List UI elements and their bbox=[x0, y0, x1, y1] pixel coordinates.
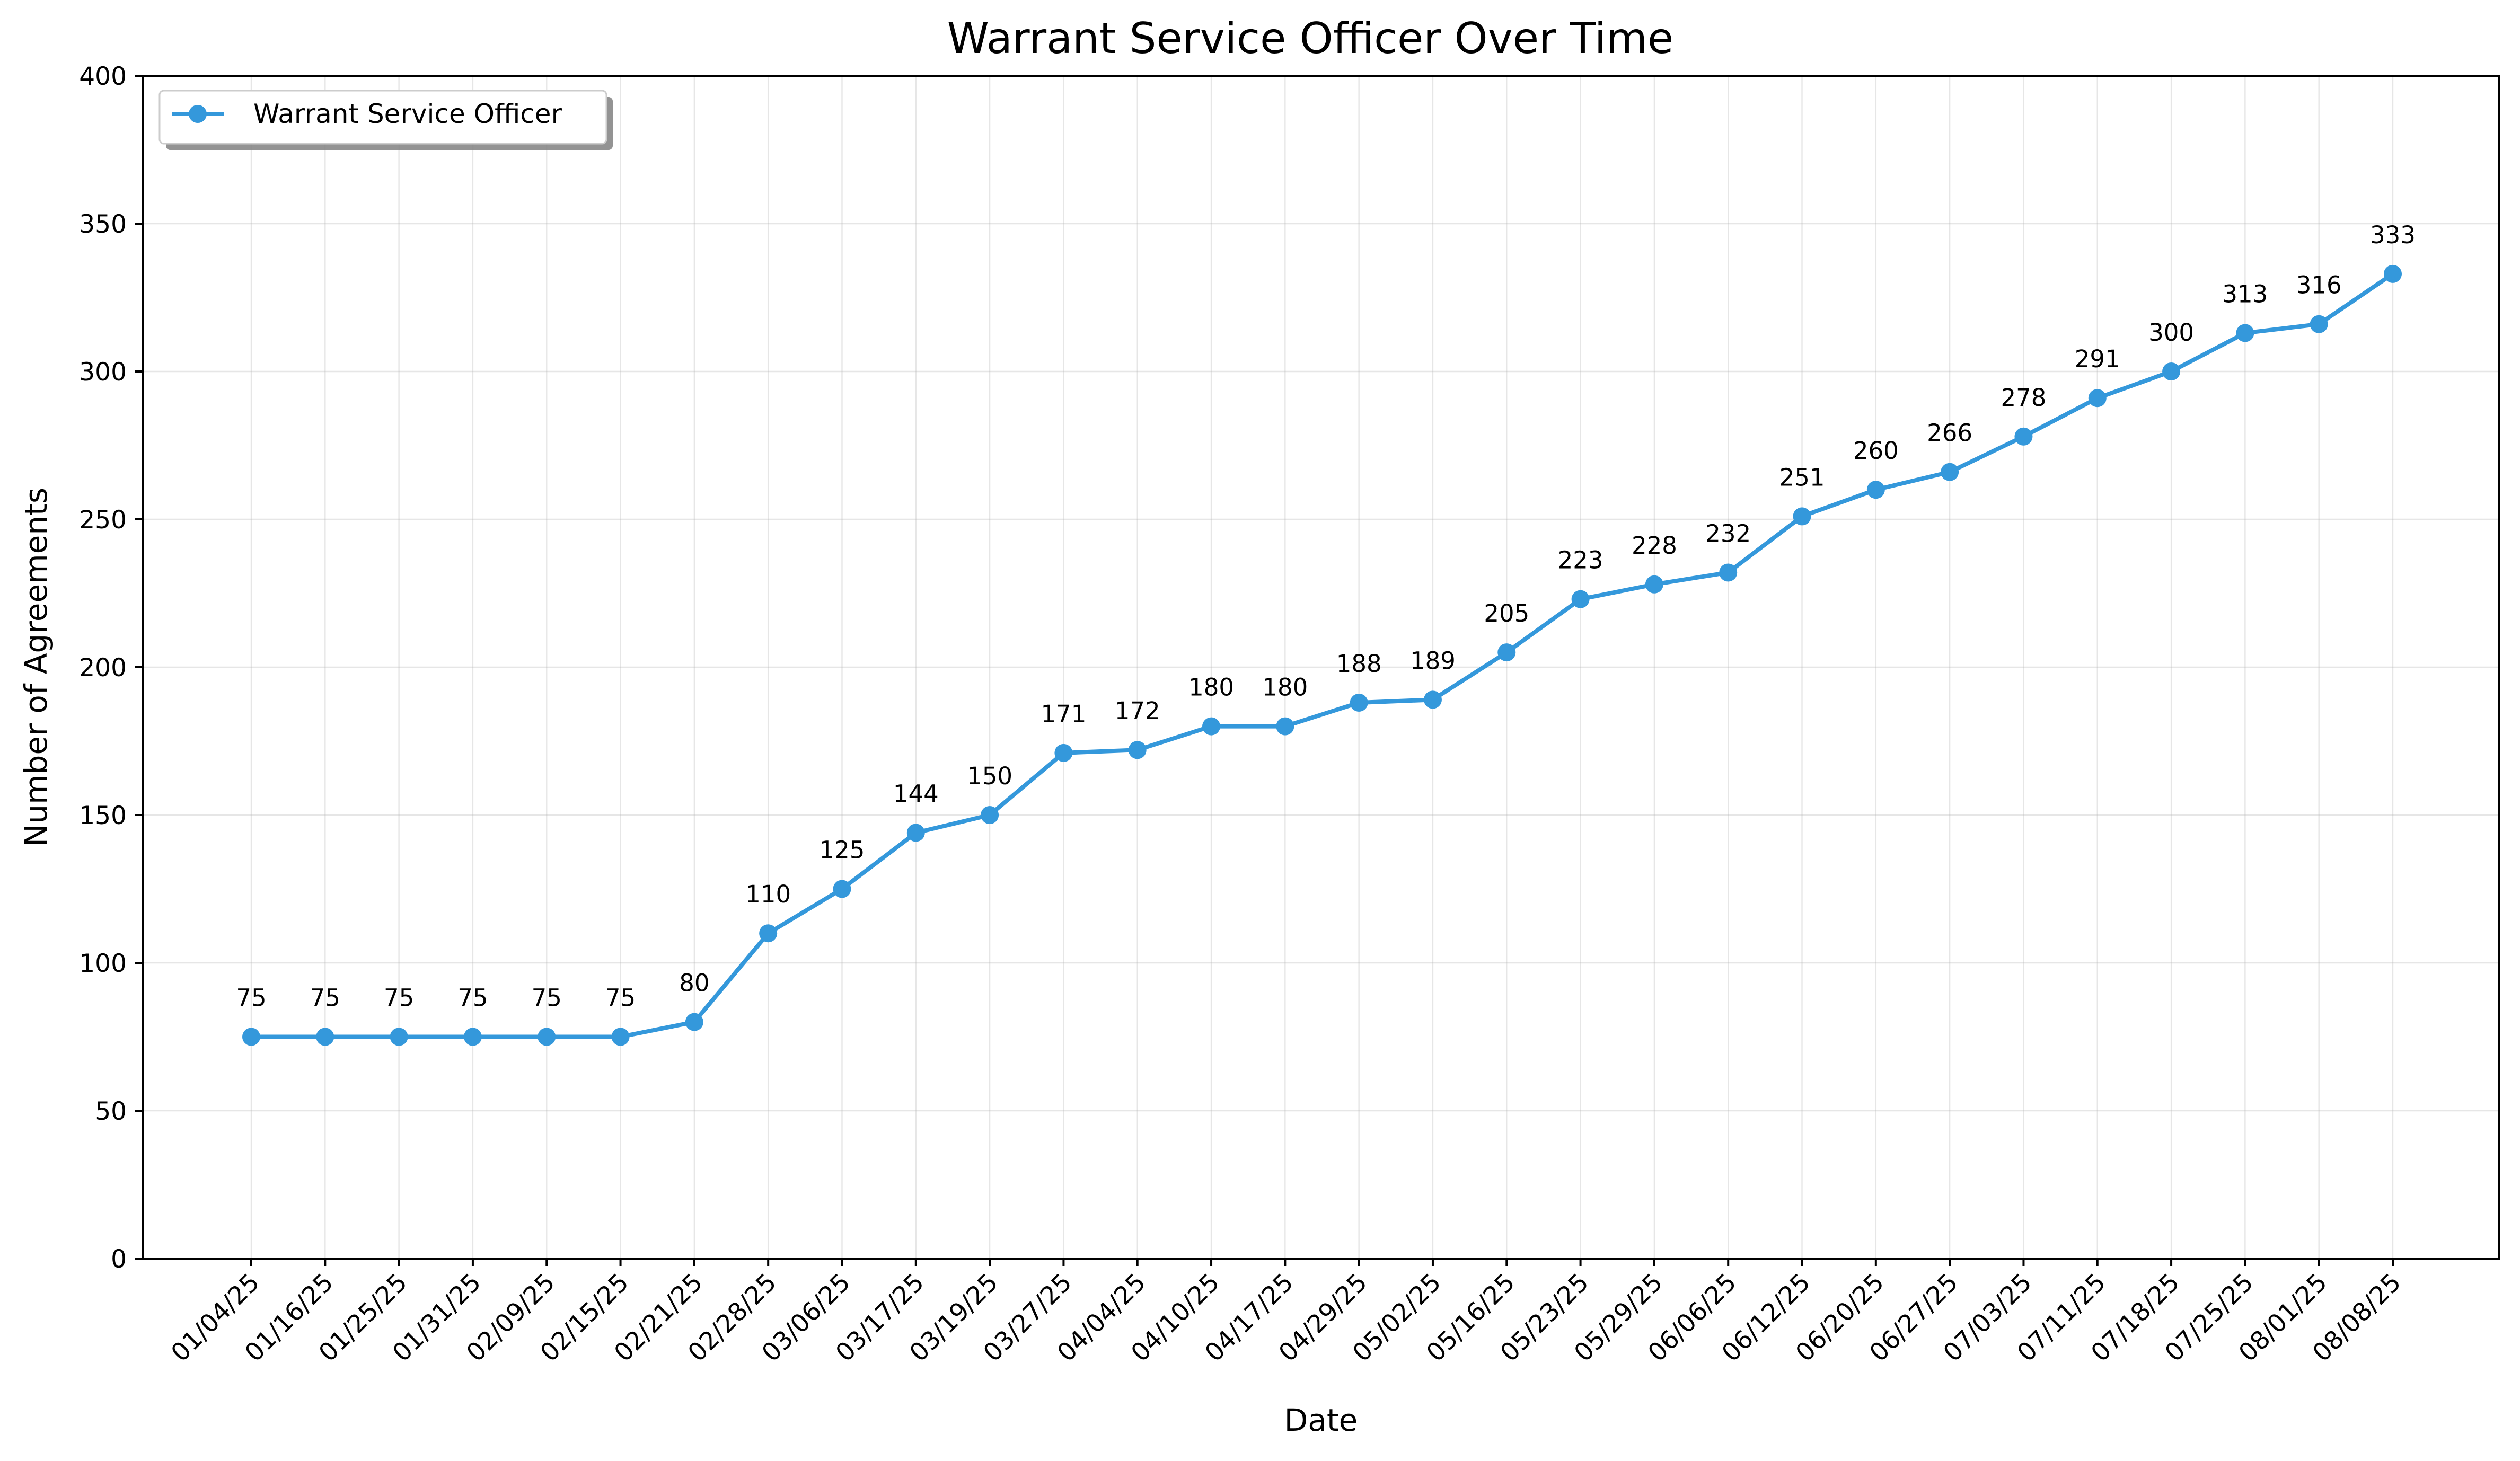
data-label-16: 189 bbox=[1410, 647, 1456, 675]
data-label-19: 228 bbox=[1632, 532, 1677, 560]
data-label-25: 291 bbox=[2075, 345, 2120, 373]
data-label-10: 150 bbox=[967, 762, 1012, 790]
data-label-7: 110 bbox=[745, 880, 791, 908]
grid-lines bbox=[143, 75, 2499, 1260]
y-tick-label-6: 300 bbox=[79, 358, 127, 387]
data-label-2: 75 bbox=[384, 984, 414, 1012]
data-point-20 bbox=[1719, 563, 1738, 582]
data-point-11 bbox=[1054, 743, 1073, 762]
legend-box bbox=[158, 90, 607, 145]
data-point-18 bbox=[1571, 590, 1590, 608]
data-point-25 bbox=[2088, 389, 2107, 408]
data-point-22 bbox=[1866, 481, 1885, 499]
data-labels: 75 75 75 75 75 75 80 110 125 144 150 171 172 180 180 18… bbox=[236, 221, 2416, 1012]
data-point-6 bbox=[685, 1013, 703, 1031]
data-point-0 bbox=[242, 1028, 260, 1046]
legend-label: Warrant Service Officer bbox=[253, 99, 562, 129]
series-markers bbox=[242, 264, 2402, 1046]
data-label-20: 232 bbox=[1705, 519, 1751, 547]
data-label-1: 75 bbox=[310, 984, 340, 1012]
data-label-23: 266 bbox=[1927, 419, 1972, 447]
data-label-17: 205 bbox=[1484, 599, 1529, 627]
data-point-9 bbox=[906, 824, 925, 842]
data-label-27: 313 bbox=[2222, 280, 2268, 308]
data-point-13 bbox=[1202, 717, 1221, 736]
data-label-6: 80 bbox=[679, 969, 709, 997]
data-point-15 bbox=[1350, 693, 1368, 712]
data-point-28 bbox=[2310, 315, 2328, 333]
data-point-23 bbox=[1941, 463, 1959, 481]
data-point-5 bbox=[611, 1028, 630, 1046]
data-label-22: 260 bbox=[1853, 437, 1899, 465]
data-label-11: 171 bbox=[1041, 700, 1086, 728]
data-label-9: 144 bbox=[893, 780, 939, 808]
data-label-18: 223 bbox=[1558, 546, 1603, 574]
data-label-14: 180 bbox=[1262, 674, 1308, 702]
y-tick-label-2: 100 bbox=[79, 949, 127, 978]
data-label-24: 278 bbox=[2001, 384, 2046, 412]
series-line bbox=[251, 272, 2394, 1039]
data-label-26: 300 bbox=[2148, 318, 2194, 347]
y-tick-label-5: 250 bbox=[79, 506, 127, 535]
data-point-26 bbox=[2162, 362, 2181, 380]
data-label-12: 172 bbox=[1115, 697, 1160, 725]
data-label-5: 75 bbox=[605, 984, 636, 1012]
data-point-14 bbox=[1276, 717, 1294, 736]
data-label-29: 333 bbox=[2370, 221, 2416, 249]
x-axis: 01/04/2501/16/2501/25/2501/31/2502/09/25… bbox=[165, 1259, 2407, 1368]
data-point-24 bbox=[2014, 427, 2033, 446]
data-label-8: 125 bbox=[820, 836, 865, 864]
y-axis-label: Number of Agreements bbox=[18, 488, 54, 847]
data-point-8 bbox=[833, 880, 851, 898]
data-label-15: 188 bbox=[1336, 650, 1382, 678]
y-tick-label-4: 200 bbox=[79, 653, 127, 683]
data-point-16 bbox=[1423, 690, 1442, 709]
data-point-29 bbox=[2384, 264, 2402, 283]
y-axis: 0 50 100 150 200 250 300 350 400 bbox=[79, 62, 143, 1274]
data-point-4 bbox=[538, 1028, 556, 1046]
data-label-28: 316 bbox=[2296, 271, 2342, 299]
data-point-12 bbox=[1128, 741, 1147, 759]
data-point-10 bbox=[981, 806, 999, 824]
data-label-4: 75 bbox=[532, 984, 562, 1012]
legend-marker-swatch bbox=[189, 105, 207, 123]
x-axis-label: Date bbox=[1284, 1402, 1358, 1438]
y-tick-label-3: 150 bbox=[79, 801, 127, 830]
y-tick-label-1: 50 bbox=[95, 1097, 127, 1126]
legend: Warrant Service Officer bbox=[158, 90, 613, 150]
data-label-3: 75 bbox=[457, 984, 488, 1012]
data-label-21: 251 bbox=[1779, 463, 1825, 491]
y-tick-label-7: 350 bbox=[79, 210, 127, 239]
data-point-7 bbox=[759, 924, 778, 943]
data-point-3 bbox=[463, 1028, 482, 1046]
data-point-17 bbox=[1497, 643, 1516, 662]
chart-title: Warrant Service Officer Over Time bbox=[947, 14, 1673, 63]
y-tick-label-8: 400 bbox=[79, 62, 127, 91]
data-point-1 bbox=[316, 1028, 334, 1046]
y-tick-label-0: 0 bbox=[111, 1245, 127, 1274]
data-point-27 bbox=[2236, 324, 2254, 342]
data-point-19 bbox=[1645, 575, 1663, 594]
data-label-13: 180 bbox=[1188, 674, 1234, 702]
data-point-2 bbox=[390, 1028, 408, 1046]
data-label-0: 75 bbox=[236, 984, 266, 1012]
plot-frame bbox=[142, 75, 2500, 1260]
data-point-21 bbox=[1793, 507, 1811, 526]
